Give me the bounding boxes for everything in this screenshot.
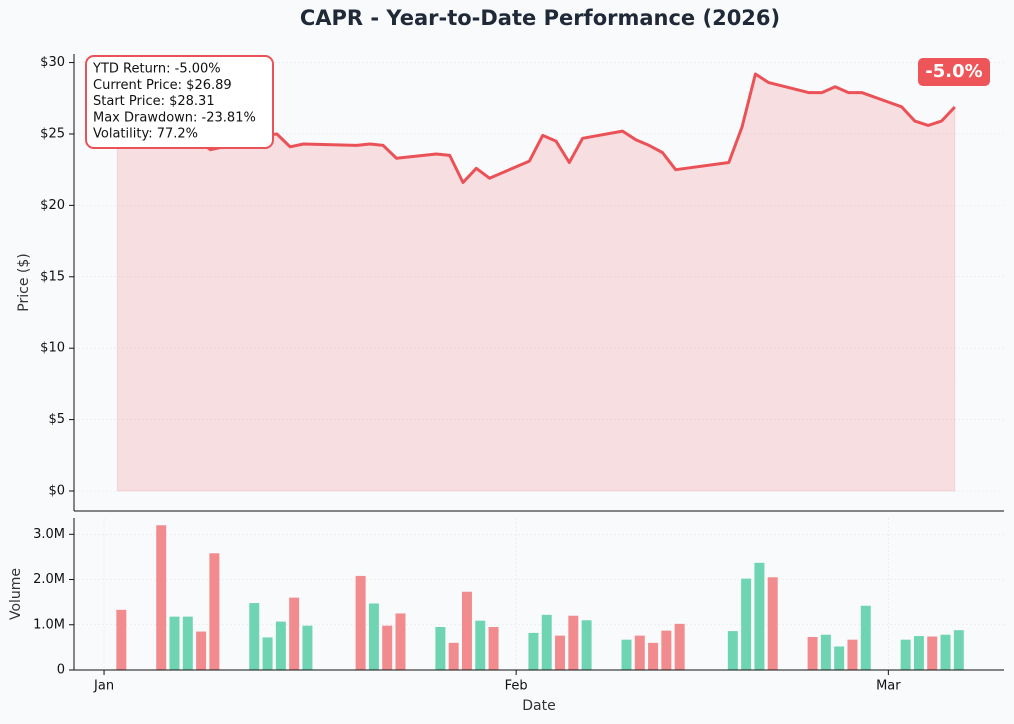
volume-bar	[448, 642, 459, 670]
return-badge	[918, 58, 990, 86]
volume-bar	[196, 631, 207, 670]
return-badge-label: -5.0%	[925, 61, 982, 82]
stats-line: YTD Return: -5.00%	[92, 62, 221, 77]
volume-bar	[634, 635, 645, 670]
volume-bar	[860, 605, 871, 670]
volume-bar	[156, 525, 167, 670]
y-tick-label: $5	[48, 412, 65, 427]
volume-bar	[475, 620, 486, 670]
volume-bar	[182, 616, 193, 670]
stats-box	[85, 55, 274, 149]
volume-bar	[249, 603, 260, 670]
volume-bar	[913, 636, 924, 670]
volume-bar	[568, 615, 579, 670]
y-tick-label: 2.0M	[33, 572, 65, 587]
volume-bar	[435, 627, 446, 670]
volume-bar	[541, 614, 552, 670]
volume-bar	[116, 609, 127, 670]
volume-bar	[900, 639, 911, 670]
stats-line: Max Drawdown: -23.81%	[93, 110, 256, 125]
volume-bar	[953, 630, 964, 670]
volume-bar	[674, 623, 685, 670]
volume-bar	[382, 625, 393, 670]
volume-bar	[847, 639, 858, 670]
volume-bar	[834, 646, 845, 670]
volume-bar	[581, 620, 592, 670]
y-axis-label: Price ($)	[16, 253, 32, 311]
volume-bar	[621, 639, 632, 670]
volume-bar	[648, 642, 659, 670]
y-tick-label: $15	[40, 269, 65, 284]
volume-bar	[262, 637, 273, 670]
volume-bar	[555, 635, 566, 670]
volume-bar	[927, 636, 938, 670]
stats-line: Volatility: 77.2%	[93, 127, 198, 142]
volume-bar	[488, 627, 499, 670]
volume-bar	[741, 578, 752, 670]
y-tick-label: $10	[40, 341, 65, 356]
x-tick-label: Jan	[93, 679, 114, 694]
x-axis-label: Date	[522, 698, 555, 714]
y-axis-label: Volume	[8, 568, 24, 620]
volume-bar	[302, 625, 313, 670]
y-tick-label: $30	[40, 55, 65, 70]
chart-title: CAPR - Year-to-Date Performance (2026)	[300, 6, 780, 30]
stats-line: Current Price: $26.89	[93, 78, 232, 93]
volume-bar	[395, 613, 406, 670]
volume-bar	[807, 636, 818, 670]
volume-bar	[528, 632, 539, 670]
volume-bar	[661, 630, 672, 670]
volume-bar	[754, 562, 765, 670]
volume-bar	[940, 634, 951, 670]
y-tick-label: 1.0M	[33, 617, 65, 632]
volume-bar	[169, 616, 180, 670]
volume-bar	[461, 591, 472, 670]
volume-bar	[209, 553, 220, 670]
volume-bar	[727, 631, 738, 670]
volume-bar	[767, 577, 778, 670]
volume-bar	[820, 634, 831, 670]
y-tick-label: $0	[48, 484, 65, 499]
x-tick-label: Mar	[876, 679, 901, 694]
x-tick-label: Feb	[505, 679, 528, 694]
y-tick-label: 3.0M	[33, 527, 65, 542]
volume-bar	[368, 603, 379, 670]
y-tick-label: $20	[40, 198, 65, 213]
y-tick-label: 0	[57, 663, 65, 678]
y-tick-label: $25	[40, 126, 65, 141]
volume-bar	[355, 575, 366, 670]
stats-line: Start Price: $28.31	[93, 94, 215, 109]
volume-bar	[275, 621, 286, 670]
volume-bar	[289, 597, 300, 670]
